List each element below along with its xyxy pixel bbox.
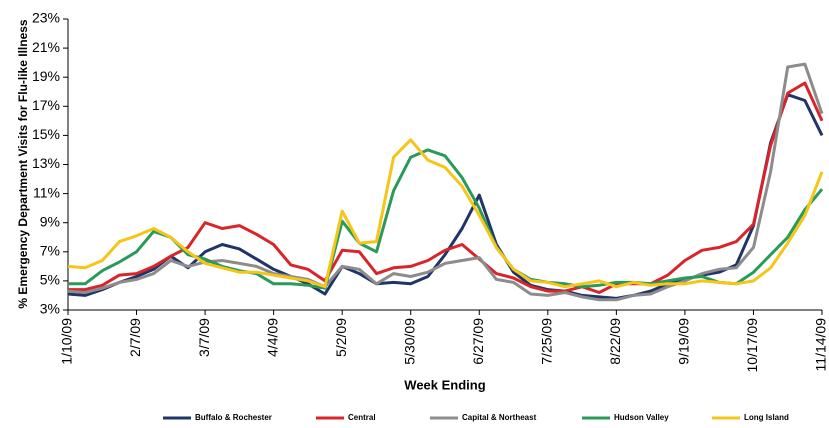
y-tick-label: 13% (32, 155, 60, 171)
y-tick-label: 19% (32, 68, 60, 84)
y-tick-label: 21% (32, 39, 60, 55)
x-tick-label: 3/7/09 (196, 318, 212, 357)
x-tick-label: 11/14/09 (813, 318, 829, 372)
y-tick-label: 3% (40, 301, 60, 317)
legend-label: Central (348, 413, 376, 422)
x-axis-title: Week Ending (404, 377, 485, 392)
series-line (67, 62, 824, 302)
x-tick-label: 6/27/09 (470, 318, 486, 365)
x-tick-label: 10/17/09 (744, 318, 760, 373)
y-tick-label: 23% (32, 10, 60, 26)
y-tick-label: 11% (33, 184, 60, 200)
x-tick-label: 7/25/09 (539, 318, 555, 365)
x-tick-label: 5/30/09 (401, 318, 417, 365)
legend-label: Buffalo & Rochester (195, 413, 272, 422)
x-tick-label: 4/4/09 (264, 318, 280, 357)
series-line (68, 81, 824, 294)
legend-label: Capital & Northeast (462, 413, 537, 422)
y-tick-label: 7% (40, 243, 60, 259)
series-line (67, 138, 824, 289)
legend-label: Long Island (744, 413, 789, 422)
x-tick-label: 2/7/09 (127, 318, 143, 357)
series-line (67, 93, 824, 300)
y-tick-label: 5% (40, 272, 60, 288)
y-tick-label: 15% (32, 126, 60, 142)
y-tick-label: 9% (40, 213, 60, 229)
legend-label: Hudson Valley (614, 413, 669, 422)
x-tick-label: 1/10/09 (59, 318, 75, 365)
x-tick-label: 5/2/09 (333, 318, 349, 357)
y-tick-label: 17% (32, 97, 60, 113)
y-axis-title: % Emergency Department Visits for Flu-li… (16, 19, 30, 309)
x-tick-label: 8/22/09 (607, 318, 623, 365)
x-tick-label: 9/19/09 (676, 318, 692, 365)
series-line (68, 148, 824, 290)
